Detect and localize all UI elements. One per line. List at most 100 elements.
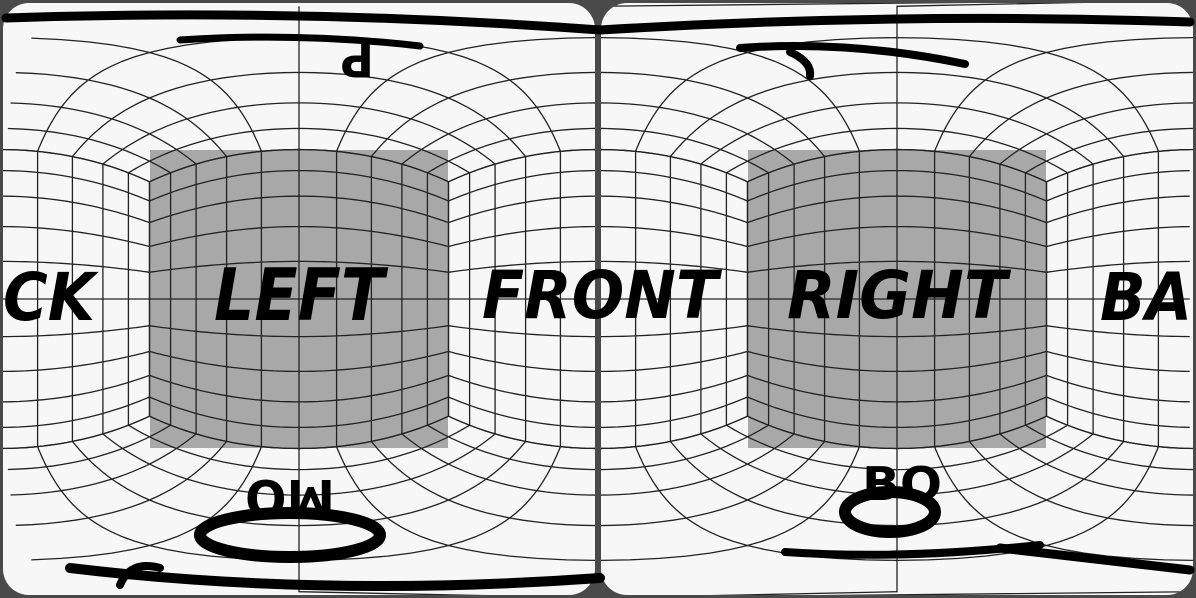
- grid-line: [601, 440, 1193, 527]
- grid-line: [601, 127, 1193, 174]
- grid-line: [601, 424, 769, 471]
- top-pole-strokes: [1, 10, 1195, 80]
- grid-line: [149, 169, 449, 202]
- grid-line: [601, 325, 1190, 338]
- grid-line: [7, 424, 595, 471]
- grid-line: [149, 195, 449, 224]
- grid-line: [601, 148, 748, 183]
- grid-line: [601, 36, 861, 152]
- grid-line: [601, 225, 748, 248]
- grid-line: [448, 169, 595, 202]
- grid-line: [747, 260, 1047, 273]
- grid-line: [15, 71, 595, 158]
- grid-line: [601, 374, 1190, 403]
- grid-line: [31, 36, 595, 152]
- grid-line: [601, 260, 1190, 273]
- grid-line: [448, 148, 595, 183]
- grid-line: [448, 195, 595, 224]
- grid-line: [601, 36, 1193, 152]
- grid-line: [601, 433, 795, 496]
- grid-line: [634, 36, 1160, 152]
- grid-line: [601, 102, 1193, 165]
- grid-line: [726, 424, 1068, 471]
- grid-line: [747, 225, 1047, 248]
- grid-line: [448, 225, 595, 248]
- label-back-left: CK: [3, 259, 99, 336]
- grid-line: [31, 446, 595, 562]
- grid-line: [3, 195, 595, 224]
- grid-line: [601, 440, 826, 527]
- grid-line: [448, 350, 595, 373]
- grid-line: [601, 446, 1193, 562]
- grid-line: [601, 3, 1193, 150]
- grid-line: [747, 195, 1047, 224]
- grid-line: [3, 374, 595, 403]
- grid-line: [427, 127, 595, 174]
- grid-line: [448, 325, 595, 338]
- grid-line: [448, 415, 595, 450]
- label-front: FRONT: [482, 257, 723, 334]
- grid-line: [15, 440, 595, 527]
- grid-line: [700, 102, 1094, 165]
- bottom-pole-strokes: [65, 486, 1195, 591]
- grid-line: [601, 448, 898, 595]
- grid-line: [298, 448, 595, 595]
- grid-line: [401, 102, 595, 165]
- grid-line: [601, 350, 748, 373]
- grid-line: [6, 148, 595, 183]
- grid-line: [634, 446, 1160, 562]
- grid-line: [601, 169, 1190, 202]
- grid-line: [3, 169, 595, 202]
- grid-line: [401, 433, 595, 496]
- grid-line: [747, 415, 1047, 450]
- grid-line: [335, 36, 595, 152]
- grid-line: [601, 225, 1190, 248]
- grid-line: [601, 446, 861, 562]
- grid-line: [601, 350, 1190, 373]
- grid-line: [370, 71, 595, 158]
- grid-line: [3, 396, 595, 429]
- grid-line: [601, 127, 769, 174]
- grid-line: [601, 169, 748, 202]
- label-bottom-right: BO: [862, 457, 942, 511]
- grid-line: [7, 127, 595, 174]
- grid-line: [601, 325, 748, 338]
- grid-line: [601, 71, 826, 158]
- label-bottom-left: MO: [245, 468, 335, 526]
- grid-line: [601, 195, 748, 224]
- grid-line: [601, 396, 1190, 429]
- grid-line: [669, 440, 1125, 527]
- grid-line: [601, 396, 748, 429]
- label-back-right: BA: [1100, 259, 1192, 336]
- grid-line: [427, 424, 595, 471]
- grid-line: [726, 127, 1068, 174]
- grid-line: [601, 195, 1190, 224]
- grid-line: [601, 148, 1193, 183]
- grid-line: [747, 148, 1047, 183]
- grid-line: [6, 415, 595, 450]
- grid-line: [3, 225, 595, 248]
- grid-line: [601, 374, 748, 403]
- grid-line: [747, 169, 1047, 202]
- grid-line: [448, 374, 595, 403]
- label-top: P: [340, 33, 374, 87]
- grid-line: [601, 415, 748, 450]
- grid-line: [10, 433, 595, 496]
- label-left: LEFT: [214, 253, 388, 337]
- grid-line: [149, 225, 449, 248]
- grid-line: [601, 260, 748, 273]
- grid-line: [601, 71, 1193, 158]
- grid-line: [370, 440, 595, 527]
- grid-line: [601, 424, 1193, 471]
- grid-line: [3, 325, 595, 338]
- grid-line: [448, 396, 595, 429]
- grid-line: [3, 350, 595, 373]
- grid-line: [10, 102, 595, 165]
- grid-line: [601, 433, 1193, 496]
- grid-line: [669, 71, 1125, 158]
- grid-line: [335, 446, 595, 562]
- grid-line: [3, 260, 595, 273]
